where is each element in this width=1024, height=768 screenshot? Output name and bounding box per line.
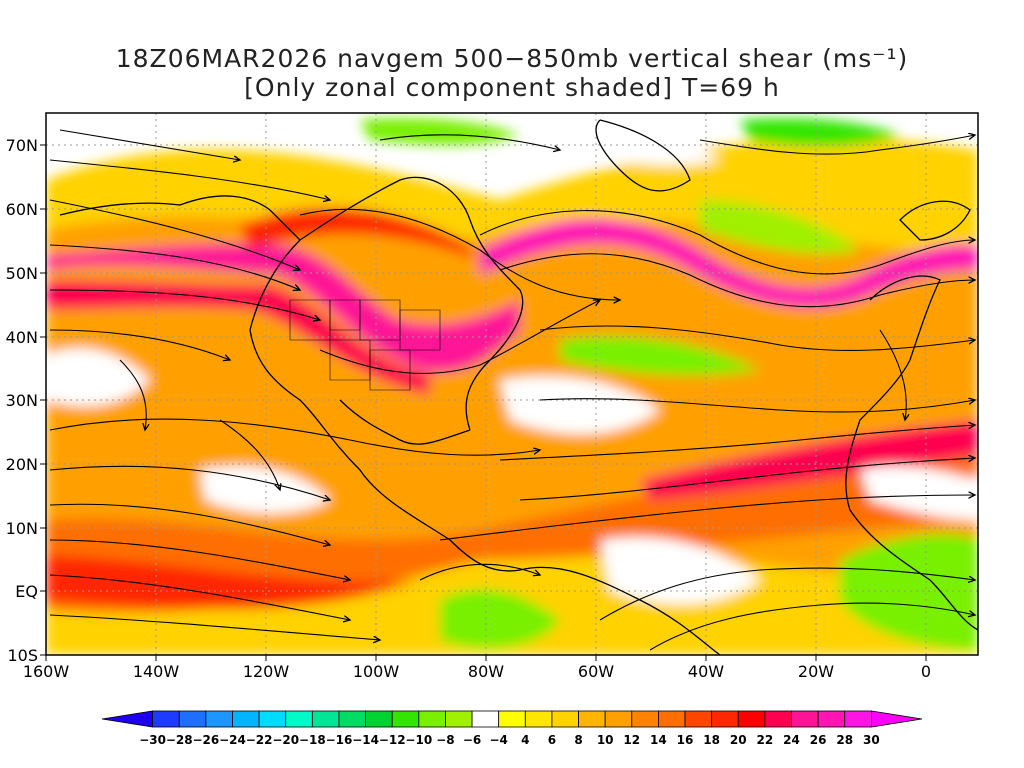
streamline [419,563,540,581]
colorbar-label: −24 [219,733,246,747]
streamline [439,495,975,541]
streamline [649,602,975,651]
colorbar-label: 22 [756,733,774,747]
colorbar-label: −28 [165,733,193,747]
streamline [49,539,350,580]
map-title: 18Z06MAR2026 navgem 500−850mb vertical s… [115,44,909,73]
colorbar-label: 18 [703,733,720,747]
streamline [599,567,975,621]
lon-label: 100W [352,662,400,681]
colorbar-label: −4 [489,733,508,747]
colorbar-label: 8 [574,733,583,747]
colorbar-label: −16 [325,733,353,747]
colorbar-label: 6 [547,733,557,747]
streamline [49,574,350,620]
streamline [879,329,906,420]
lat-label: 70N [5,136,38,155]
streamline [49,329,230,360]
colorbar-label: 28 [836,733,854,747]
colorbar-label: −20 [272,733,300,747]
streamline [379,134,560,150]
colorbar-label: −30 [139,733,166,747]
colorbar-label: 10 [596,733,614,747]
streamline [49,199,300,270]
colorbar-label: −12 [378,733,406,747]
lon-label: 40W [687,662,725,681]
colorbar-label: 12 [623,733,641,747]
streamline [479,210,975,275]
colorbar-label: 30 [863,733,880,747]
axis-ticks [40,144,927,661]
streamline [319,300,600,374]
lat-label: EQ [15,582,38,601]
shading-layer [46,118,978,655]
streamline [49,289,320,320]
streamline [499,425,975,461]
streamline [49,244,300,290]
colorbar-label: 24 [783,733,800,747]
streamline [49,503,330,545]
lon-label: 80W [467,662,505,681]
streamline [699,135,975,155]
colorbar-label: −18 [298,733,326,747]
streamlines [49,129,975,651]
colorbar-label: −8 [436,733,455,747]
lat-label: 20N [5,455,38,474]
lon-label: 60W [577,662,615,681]
lat-label: 60N [5,200,38,219]
colorbar-label: −10 [405,733,433,747]
streamline [119,359,146,430]
lat-label: 30N [5,391,38,410]
lon-label: 160W [22,662,70,681]
coastlines [59,119,978,655]
colorbar-label: 14 [650,733,667,747]
colorbar-label: 4 [521,733,530,747]
map-subtitle: [Only zonal component shaded] T=69 h [244,73,780,102]
lon-label: 0 [920,662,932,681]
streamline [499,253,975,308]
plot-frame [45,112,979,656]
streamline [519,458,975,501]
streamline [49,614,380,640]
colorbar-label: −26 [192,733,220,747]
colorbar-label: 20 [729,733,747,747]
lat-label: 50N [5,264,38,283]
colorbar-label: −14 [352,733,379,747]
colorbar-label: 26 [809,733,827,747]
lon-label: 120W [242,662,290,681]
colorbar-label: −22 [245,733,273,747]
streamline [49,418,540,456]
lon-label: 140W [132,662,180,681]
streamline [539,325,975,351]
streamline [49,159,330,200]
streamline [59,129,240,160]
streamline [299,208,620,300]
colorbar-label: −6 [462,733,482,747]
colorbar-label: 16 [676,733,694,747]
lat-label: 10S [7,646,38,665]
lat-label: 10N [5,519,38,538]
lat-label: 40N [5,328,38,347]
streamline [219,419,280,490]
streamline [539,399,975,413]
lon-label: 20W [797,662,835,681]
streamline [49,465,330,500]
